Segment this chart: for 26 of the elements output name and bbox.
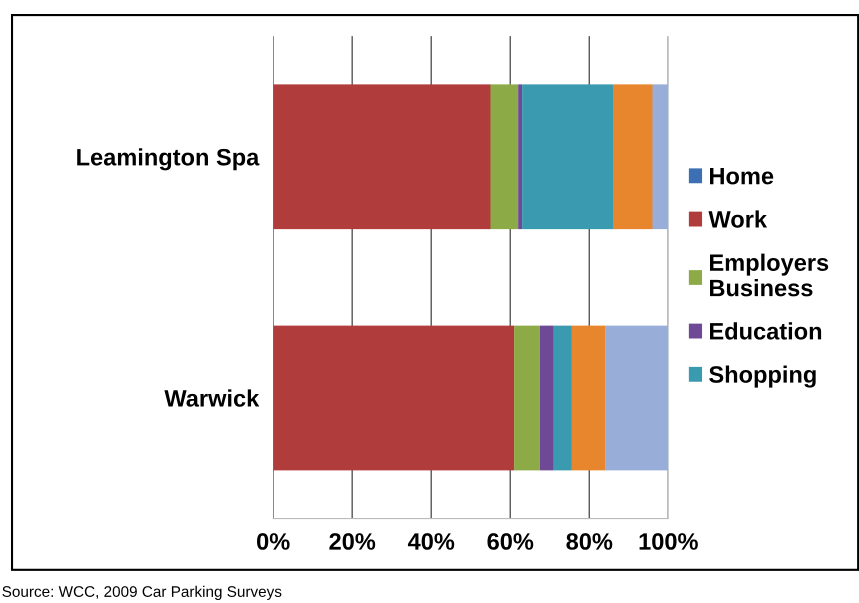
legend-label: Home xyxy=(710,168,774,184)
x-tick-label: 100% xyxy=(640,533,698,550)
bar xyxy=(518,84,522,230)
bar xyxy=(554,326,572,470)
source-note: Source: WCC, 2009 Car Parking Surveys xyxy=(2,586,282,600)
legend-label: Shopping xyxy=(709,366,816,388)
bar xyxy=(514,326,540,470)
legend-label: Education xyxy=(710,322,822,340)
bar xyxy=(605,326,668,470)
y-tick-label: Leamington Spa xyxy=(77,148,260,170)
y-tick-label: Warwick xyxy=(164,389,260,407)
x-tick-label: 60% xyxy=(487,533,534,550)
bar xyxy=(612,84,652,230)
legend-label: Employers Business xyxy=(710,254,828,296)
x-tick-label: 40% xyxy=(408,533,454,550)
x-tick-label: 0% xyxy=(257,533,290,550)
bar xyxy=(540,326,554,470)
bar xyxy=(652,84,668,230)
bar xyxy=(273,326,514,470)
legend-label: Work xyxy=(708,210,768,228)
x-tick-label: 80% xyxy=(566,533,612,550)
bar xyxy=(522,84,613,230)
bar xyxy=(571,326,606,470)
bar xyxy=(273,84,490,230)
bar xyxy=(490,84,518,230)
x-tick-label: 20% xyxy=(329,533,376,550)
